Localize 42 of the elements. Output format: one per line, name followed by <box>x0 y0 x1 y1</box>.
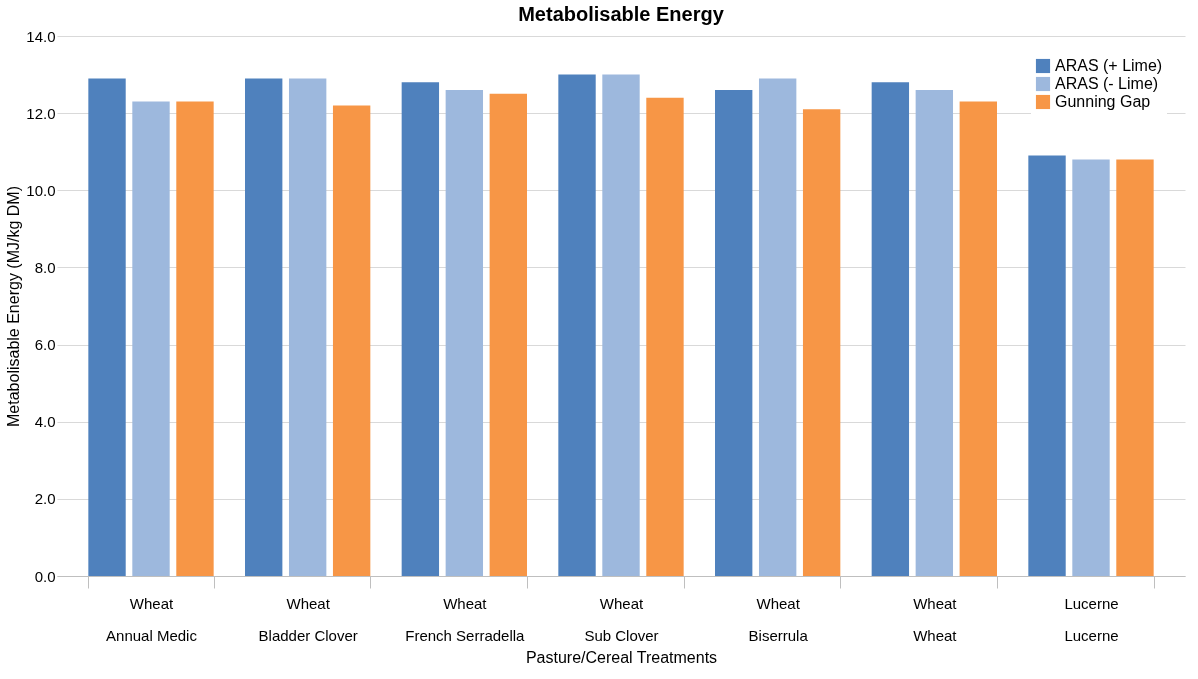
x-tick-label: Wheat French Serradella <box>405 594 526 644</box>
bar <box>1072 159 1110 576</box>
bar <box>871 82 910 576</box>
bar <box>959 101 997 576</box>
y-tick-label: 8.0 <box>34 258 56 276</box>
bar <box>715 90 753 576</box>
x-tick-label: Wheat Annual Medic <box>106 594 198 644</box>
x-tick-label: Wheat Sub Clover <box>584 594 659 644</box>
bar <box>802 109 841 576</box>
bar <box>1028 155 1066 576</box>
bar <box>445 90 484 576</box>
bar <box>332 105 371 576</box>
bar <box>915 90 954 576</box>
bar <box>176 101 214 576</box>
legend-label: Gunning Gap <box>1055 93 1151 110</box>
y-tick-label: 10.0 <box>26 181 56 199</box>
y-tick-label: 4.0 <box>34 413 56 431</box>
y-tick-label: 2.0 <box>34 490 56 508</box>
bar <box>88 78 126 576</box>
bar <box>401 82 440 576</box>
chart-title: Metabolisable Energy <box>518 3 725 25</box>
bar <box>646 97 684 576</box>
x-tick-label: Lucerne Lucerne <box>1064 594 1119 644</box>
legend-label: ARAS (+ Lime) <box>1055 57 1163 74</box>
bar <box>1116 159 1154 576</box>
y-tick-label: 0.0 <box>34 567 56 585</box>
y-tick-label: 14.0 <box>26 27 56 45</box>
bar <box>489 93 527 576</box>
legend-label: ARAS (- Lime) <box>1055 75 1159 92</box>
bar <box>288 78 327 576</box>
x-tick-label: Wheat Wheat <box>913 594 958 644</box>
bar <box>558 74 596 576</box>
y-axis-title: Metabolisable Energy (MJ/kg DM) <box>5 186 23 427</box>
bar <box>758 78 797 576</box>
x-tick-label: Wheat Biserrula <box>748 594 809 644</box>
bar <box>245 78 283 576</box>
x-axis-title: Pasture/Cereal Treatments <box>525 648 718 666</box>
x-tick-label: Wheat Bladder Clover <box>258 594 358 644</box>
y-tick-label: 12.0 <box>26 104 56 122</box>
y-tick-label: 6.0 <box>34 336 56 354</box>
bar <box>132 101 170 576</box>
bar <box>602 74 640 576</box>
